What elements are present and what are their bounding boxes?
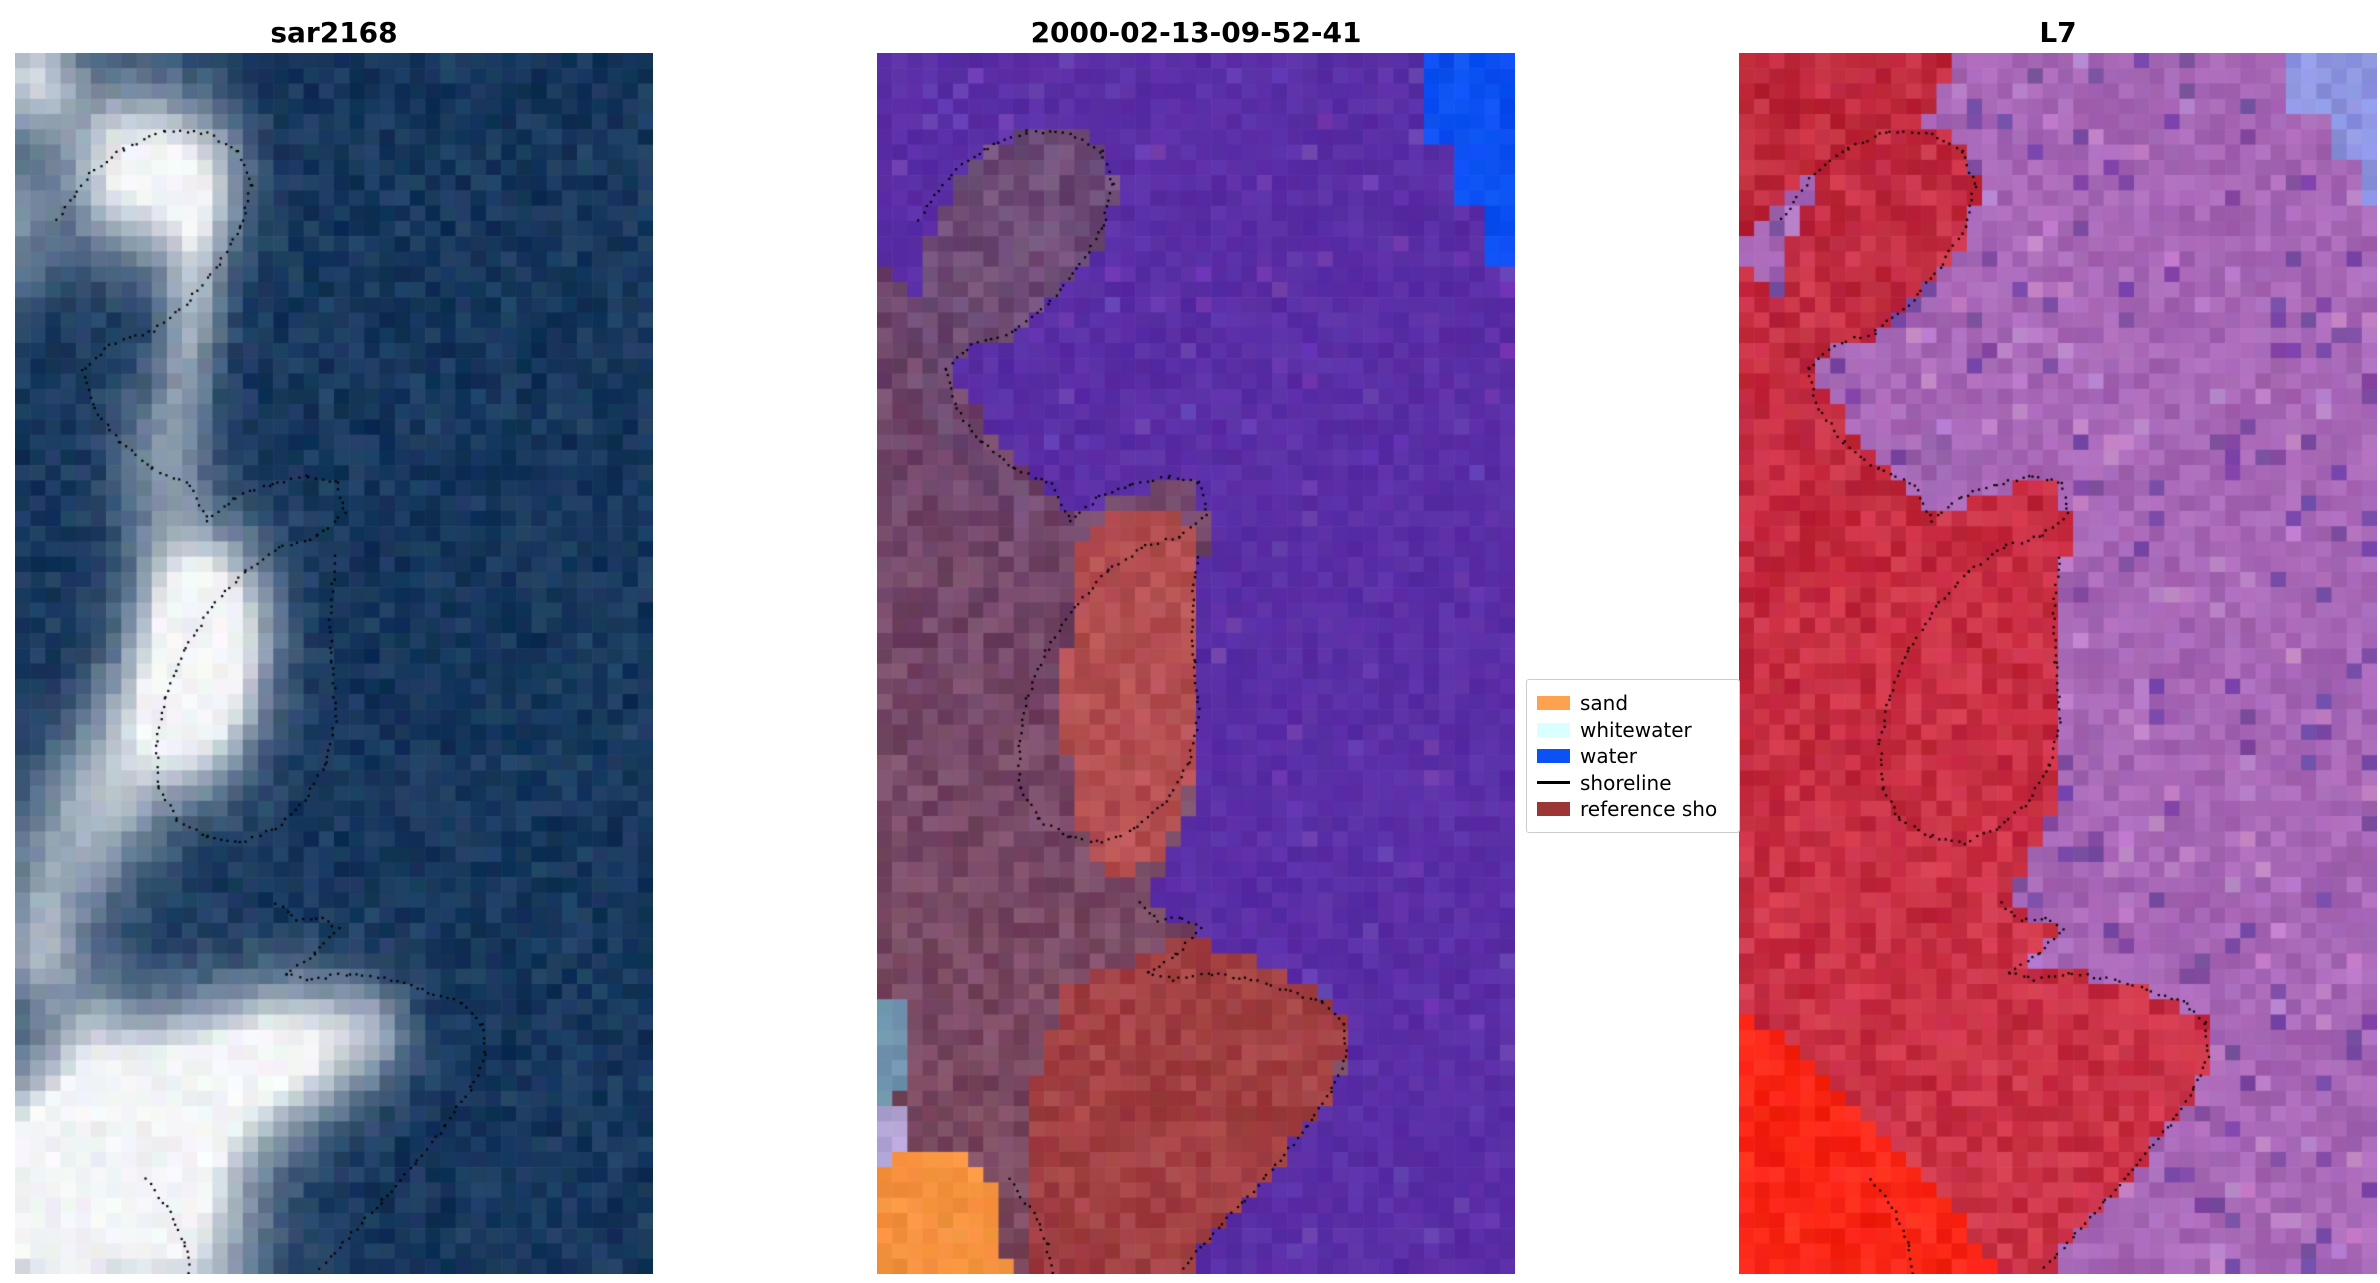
legend-entry-reference-sho: reference sho: [1537, 796, 1739, 823]
legend-color-swatch: [1537, 722, 1570, 737]
legend-entry-shoreline: shoreline: [1537, 770, 1739, 797]
legend-color-swatch: [1537, 802, 1570, 817]
panel-title-l7: L7: [2039, 16, 2077, 49]
sar-image-canvas: [15, 53, 653, 1274]
panel-title-date: 2000-02-13-09-52-41: [1030, 16, 1362, 49]
panel-title-sar2168: sar2168: [270, 16, 398, 49]
l7-image-canvas: [1739, 53, 2377, 1274]
legend-box: sand whitewater water shoreline reference sh…: [1526, 679, 1740, 833]
panel-classified-date: 2000-02-13-09-52-41: [877, 13, 1515, 1274]
legend-color-swatch: [1537, 749, 1570, 764]
legend-entry-whitewater: whitewater: [1537, 717, 1739, 744]
classified-image-canvas: [877, 53, 1515, 1274]
legend-label: shoreline: [1580, 770, 1672, 795]
legend-entry-water: water: [1537, 743, 1739, 770]
legend-label: whitewater: [1580, 717, 1692, 742]
legend-rows: sand whitewater water shoreline reference sh…: [1537, 690, 1739, 823]
legend-label: water: [1580, 744, 1637, 769]
panel-sar2168: sar2168: [15, 13, 653, 1274]
legend-label: reference sho: [1580, 797, 1718, 822]
legend-label: sand: [1580, 691, 1629, 716]
legend-entry-sand: sand: [1537, 690, 1739, 717]
legend-color-swatch: [1537, 696, 1570, 711]
legend-line-swatch: [1537, 781, 1570, 785]
panel-l7: L7: [1739, 13, 2377, 1274]
